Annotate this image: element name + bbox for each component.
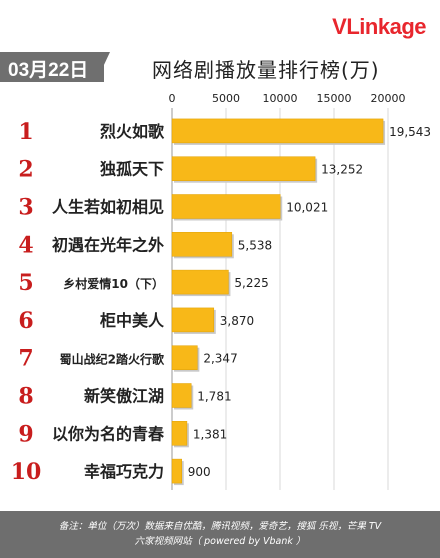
- rank-number: 1: [18, 119, 33, 145]
- footer-note: 备注：单位（万次）数据来自优酷，腾讯视频，爱奇艺，搜狐 乐视，芒果 TV 六家视…: [0, 511, 440, 558]
- x-tick-label: 15000: [317, 92, 352, 105]
- rank-number: 10: [11, 459, 42, 485]
- category-label: 柜中美人: [100, 311, 165, 330]
- category-label: 乡村爱情10（下）: [63, 276, 164, 291]
- category-label: 烈火如歌: [100, 122, 165, 141]
- value-label: 13,252: [321, 163, 363, 177]
- value-label: 5,225: [234, 276, 268, 290]
- value-label: 5,538: [238, 238, 272, 252]
- footer-line-1: 备注：单位（万次）数据来自优酷，腾讯视频，爱奇艺，搜狐 乐视，芒果 TV: [58, 521, 382, 532]
- rank-number: 8: [18, 384, 33, 410]
- rank-number: 2: [18, 157, 33, 183]
- rank-number: 5: [18, 270, 33, 296]
- category-label: 新笑傲江湖: [84, 387, 164, 406]
- category-label: 以你为名的青春: [52, 424, 165, 443]
- category-label: 初遇在光年之外: [52, 235, 164, 254]
- value-label: 900: [188, 465, 211, 479]
- category-label: 人生若如初相见: [52, 198, 164, 217]
- ranking-bar-chart: 0 5000 10000 15000 20000 1 烈火如歌 19,543 2 独孤天下 13,2…: [11, 92, 431, 490]
- value-label: 3,870: [220, 314, 254, 328]
- bar: [171, 421, 188, 446]
- bar: [171, 307, 215, 333]
- rank-number: 7: [18, 346, 33, 372]
- value-label: 19,543: [389, 125, 431, 139]
- bar: [171, 232, 233, 257]
- bar: [171, 118, 384, 144]
- bar: [171, 345, 198, 370]
- value-label: 2,347: [203, 352, 237, 366]
- x-tick-label: 5000: [212, 92, 240, 105]
- value-label: 1,781: [197, 390, 231, 404]
- x-tick-label: 10000: [263, 92, 298, 105]
- value-label: 1,381: [193, 427, 227, 441]
- category-label: 幸福巧克力: [84, 462, 164, 481]
- x-tick-label: 20000: [371, 92, 406, 105]
- bar: [171, 269, 229, 295]
- date-text: 03月22日: [8, 60, 89, 81]
- value-label: 10,021: [286, 201, 328, 215]
- rank-number: 6: [18, 308, 33, 334]
- rank-number: 4: [18, 232, 33, 258]
- bar: [171, 383, 192, 408]
- rank-number: 3: [18, 195, 33, 221]
- rank-number: 9: [18, 421, 33, 447]
- chart-title: 网络剧播放量排行榜(万): [152, 58, 380, 82]
- category-label: 独孤天下: [100, 160, 164, 179]
- footer-line-2: 六家视频网站（ powered by Vbank ）: [134, 536, 306, 547]
- category-label: 蜀山战纪2踏火行歌: [60, 352, 165, 367]
- date-badge: 03月22日: [0, 52, 110, 82]
- vlinkage-logo: VLinkage: [332, 14, 426, 39]
- x-tick-label: 0: [169, 92, 176, 105]
- bar: [171, 458, 182, 484]
- bar: [171, 156, 316, 181]
- bar: [171, 194, 281, 219]
